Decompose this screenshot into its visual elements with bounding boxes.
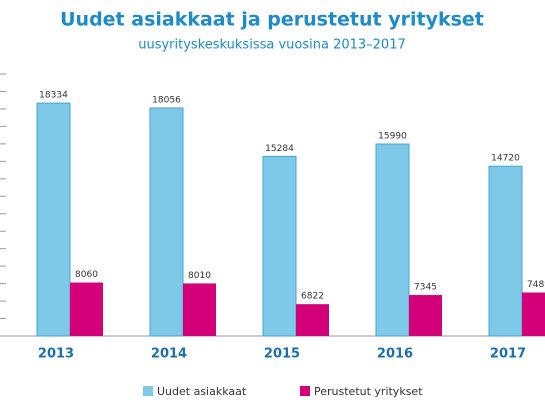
legend-swatch (143, 386, 153, 396)
value-label: 14720 (491, 154, 520, 164)
bar (375, 143, 410, 337)
chart-subtitle: uusyrityskeskuksissa vuosina 2013–2017 (138, 38, 406, 53)
value-label: 18334 (39, 91, 68, 101)
bar (70, 282, 103, 336)
legend-label: Uudet asiakkaat (157, 385, 247, 398)
value-label: 8060 (75, 270, 98, 280)
value-label: 6822 (301, 292, 324, 302)
value-label: 7345 (414, 283, 437, 293)
x-tick-label: 2016 (377, 347, 413, 362)
x-tick-label: 2017 (490, 347, 526, 362)
bar (262, 155, 297, 337)
bar (522, 292, 545, 336)
value-label: 15284 (265, 144, 294, 154)
bar (36, 102, 71, 337)
bar (296, 304, 329, 336)
bar (409, 295, 442, 336)
value-label: 15990 (378, 132, 407, 142)
x-tick-label: 2014 (151, 347, 187, 362)
legend-swatch (300, 386, 310, 396)
bar (488, 165, 523, 337)
value-label: 8010 (188, 271, 211, 281)
chart-title: Uudet asiakkaat ja perustetut yritykset (60, 9, 484, 31)
value-label: 18056 (152, 95, 181, 105)
bar (183, 283, 216, 336)
x-tick-label: 2013 (38, 347, 74, 362)
bar (149, 107, 184, 337)
value-label: 7489 (527, 280, 545, 290)
legend-label: Perustetut yritykset (314, 385, 423, 398)
x-tick-label: 2015 (264, 347, 300, 362)
